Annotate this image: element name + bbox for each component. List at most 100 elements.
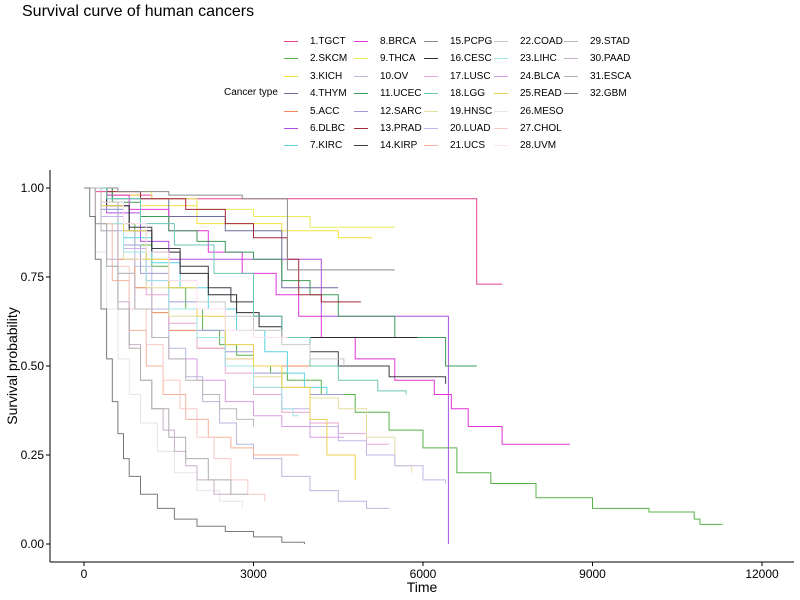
legend-key	[284, 75, 298, 77]
legend-key	[284, 145, 298, 147]
legend-key	[424, 93, 438, 95]
legend-key	[494, 41, 508, 42]
y-axis-ticks: 0.00 0.25 0.50 0.75 1.00	[21, 181, 50, 551]
survival-curve-4	[84, 187, 339, 289]
survival-curve-26	[84, 187, 243, 509]
legend-label: 4.THYM	[310, 88, 347, 100]
legend-key	[424, 58, 438, 60]
survival-curve-7	[84, 187, 328, 395]
legend-key	[494, 75, 508, 77]
legend-key	[354, 75, 368, 77]
legend-key	[564, 41, 578, 42]
legend-key	[354, 41, 368, 42]
legend-key	[284, 93, 298, 95]
survival-curve-16	[84, 187, 418, 338]
legend-key	[284, 110, 298, 112]
legend-key	[494, 93, 508, 95]
legend-label: 2.SKCM	[310, 53, 348, 65]
survival-curve-12	[84, 187, 344, 395]
legend-key	[284, 41, 298, 42]
legend-label: 9.THCA	[380, 53, 416, 65]
legend-label: 20.LUAD	[450, 123, 491, 134]
legend-label: 18.LGG	[450, 88, 486, 100]
legend-key	[494, 128, 508, 129]
legend-key	[424, 41, 438, 42]
survival-curve-22	[84, 187, 345, 366]
legend-label: 30.PAAD	[590, 53, 631, 65]
legend-label: 24.BLCA	[520, 70, 561, 82]
legend-label: 21.UCS	[450, 140, 486, 152]
chart-title: Survival curve of human cancers	[22, 3, 255, 20]
legend-key	[494, 58, 508, 60]
survival-curve-29	[84, 187, 254, 427]
legend-label: 22.COAD	[520, 36, 563, 47]
legend-key	[564, 93, 578, 95]
x-tick-label: 0	[81, 567, 88, 581]
legend-key	[424, 145, 438, 147]
y-axis-title: Survival probability	[4, 307, 20, 425]
legend-key	[564, 75, 578, 77]
legend-label: 25.READ	[520, 88, 562, 100]
survival-curve-11	[84, 187, 477, 367]
legend-label: 29.STAD	[590, 36, 630, 47]
survival-curve-5	[84, 187, 344, 367]
legend-label: 7.KIRC	[310, 140, 343, 152]
survival-curve-8	[84, 187, 570, 445]
legend-label: 27.CHOL	[520, 123, 562, 134]
legend-key	[354, 93, 368, 95]
legend-label: 12.SARC	[380, 105, 422, 117]
legend-key	[494, 110, 508, 112]
legend-label: 19.HNSC	[450, 105, 493, 117]
legend-key	[424, 75, 438, 77]
legend-label: 13.PRAD	[380, 123, 422, 134]
survival-curve-14	[84, 187, 447, 384]
y-tick-label: 0.50	[21, 359, 45, 373]
legend-label: 26.MESO	[520, 105, 564, 117]
legend-label: 16.CESC	[450, 53, 492, 65]
legend-key	[354, 58, 368, 60]
legend-label: 1.TGCT	[310, 36, 346, 47]
x-axis-title: Time	[407, 579, 438, 595]
legend-key	[494, 145, 508, 147]
x-axis-ticks: 0 3000 6000 9000 12000	[81, 562, 779, 581]
legend-key	[284, 128, 298, 129]
x-tick-label: 9000	[579, 567, 606, 581]
legend-key	[284, 58, 298, 60]
legend-label: 6.DLBC	[310, 123, 346, 134]
y-tick-label: 0.25	[21, 448, 45, 462]
legend-key	[424, 128, 438, 129]
survival-curve-2	[84, 187, 723, 525]
legend-key	[424, 110, 438, 112]
y-tick-label: 1.00	[21, 181, 45, 195]
survival-curve-18	[84, 187, 407, 395]
legend-label: 23.LIHC	[520, 53, 557, 65]
survival-curve-28	[84, 187, 288, 338]
survival-curve-27	[84, 187, 266, 502]
legend-title: Cancer type	[224, 87, 278, 98]
legend-key	[354, 128, 368, 129]
legend-label: 3.KICH	[310, 70, 343, 82]
survival-curve-31	[84, 187, 248, 495]
y-tick-label: 0.75	[21, 270, 45, 284]
legend-label: 5.ACC	[310, 105, 340, 117]
curves-layer	[84, 187, 723, 544]
survival-curve-9	[84, 187, 395, 228]
legend-label: 17.LUSC	[450, 70, 491, 82]
survival-curve-15	[84, 187, 395, 271]
legend-key	[354, 110, 368, 112]
legend-label: 14.KIRP	[380, 140, 418, 152]
legend-label: 32.GBM	[590, 88, 627, 100]
x-tick-label: 12000	[745, 567, 779, 581]
survival-curve-21	[84, 187, 299, 456]
legend-label: 31.ESCA	[590, 70, 632, 82]
legend-key	[354, 145, 368, 147]
x-tick-label: 6000	[410, 567, 437, 581]
legend-label: 11.UCEC	[380, 88, 422, 100]
y-tick-label: 0.00	[21, 537, 45, 551]
legend-label: 15.PCPG	[450, 36, 493, 47]
x-tick-label: 3000	[240, 567, 267, 581]
legend-key	[564, 58, 578, 60]
survival-curve-32	[84, 187, 305, 544]
legend-label: 8.BRCA	[380, 36, 417, 47]
